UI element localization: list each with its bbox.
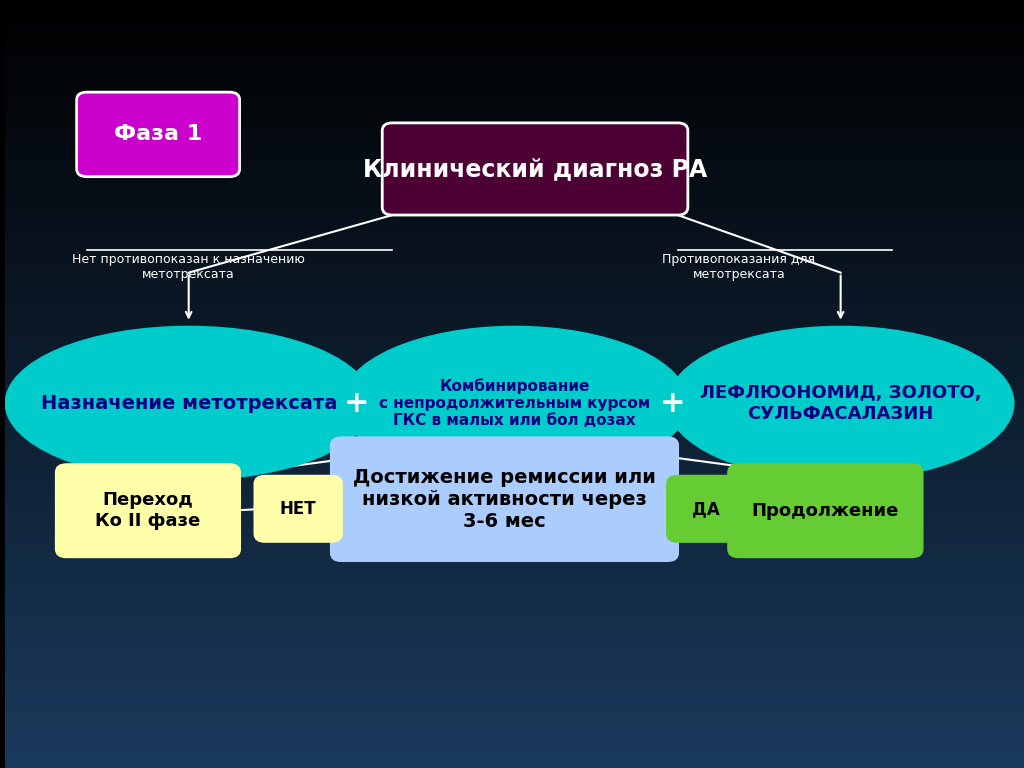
Text: Комбинирование
с непродолжительным курсом
ГКС в малых или бол дозах: Комбинирование с непродолжительным курсо… bbox=[379, 378, 650, 429]
Text: Продолжение: Продолжение bbox=[752, 502, 899, 520]
FancyBboxPatch shape bbox=[668, 476, 743, 541]
Text: +: + bbox=[659, 389, 685, 418]
FancyBboxPatch shape bbox=[332, 438, 678, 561]
Text: Переход
Ко II фазе: Переход Ко II фазе bbox=[95, 492, 201, 530]
Text: Достижение ремиссии или
низкой активности через
3-6 мес: Достижение ремиссии или низкой активност… bbox=[353, 468, 656, 531]
FancyBboxPatch shape bbox=[729, 465, 923, 557]
Ellipse shape bbox=[5, 326, 372, 480]
Text: Нет противопоказан к назначению
метотрексата: Нет противопоказан к назначению метотрек… bbox=[73, 253, 305, 281]
Text: Назначение метотрексата: Назначение метотрексата bbox=[41, 394, 337, 412]
Text: Фаза 1: Фаза 1 bbox=[114, 124, 203, 144]
FancyBboxPatch shape bbox=[77, 92, 240, 177]
FancyBboxPatch shape bbox=[255, 476, 341, 541]
Text: ЛЕФЛЮОНОМИД, ЗОЛОТО,
СУЛЬФАСАЛАЗИН: ЛЕФЛЮОНОМИД, ЗОЛОТО, СУЛЬФАСАЛАЗИН bbox=[699, 384, 981, 422]
Text: НЕТ: НЕТ bbox=[280, 500, 316, 518]
Text: Клинический диагноз РА: Клинический диагноз РА bbox=[362, 157, 708, 181]
Text: Противопоказания для
метотрексата: Противопоказания для метотрексата bbox=[663, 253, 815, 281]
Ellipse shape bbox=[341, 326, 688, 480]
FancyBboxPatch shape bbox=[382, 123, 688, 215]
Ellipse shape bbox=[668, 326, 1014, 480]
Text: ДА: ДА bbox=[692, 500, 720, 518]
Text: +: + bbox=[344, 389, 370, 418]
FancyBboxPatch shape bbox=[56, 465, 240, 557]
